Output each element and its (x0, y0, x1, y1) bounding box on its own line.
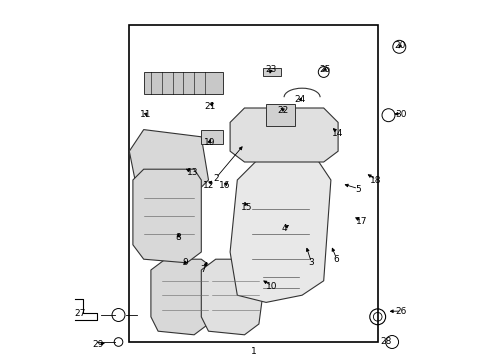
Text: 15: 15 (240, 202, 251, 212)
Text: 14: 14 (331, 129, 343, 138)
Polygon shape (133, 169, 201, 263)
Bar (265, 104, 294, 126)
Bar (262, 68, 280, 76)
Text: 16: 16 (219, 181, 230, 190)
Text: 26: 26 (395, 307, 406, 316)
Bar (201, 130, 223, 144)
Text: 7: 7 (200, 265, 205, 274)
Text: 27: 27 (74, 309, 85, 318)
Text: 12: 12 (203, 181, 214, 190)
Polygon shape (230, 108, 337, 162)
Text: 1: 1 (250, 346, 256, 356)
Text: 22: 22 (277, 106, 288, 115)
Text: 23: 23 (264, 66, 276, 75)
Text: 30: 30 (394, 110, 406, 119)
Text: 6: 6 (333, 255, 339, 264)
Text: 4: 4 (281, 224, 286, 233)
Text: 2: 2 (212, 174, 218, 183)
Bar (143, 72, 223, 94)
Text: 25: 25 (319, 66, 330, 75)
Text: 19: 19 (203, 138, 215, 147)
Text: 29: 29 (92, 340, 103, 349)
Polygon shape (151, 259, 215, 335)
Text: 28: 28 (379, 337, 390, 346)
Text: 8: 8 (175, 233, 181, 242)
Text: 13: 13 (186, 168, 198, 177)
Polygon shape (201, 259, 265, 335)
Text: 20: 20 (394, 41, 405, 50)
Text: 18: 18 (369, 176, 381, 185)
Text: 11: 11 (140, 110, 151, 119)
Text: 17: 17 (355, 217, 366, 226)
Text: 10: 10 (265, 282, 277, 291)
Text: 3: 3 (307, 258, 313, 267)
Polygon shape (230, 151, 330, 302)
Text: 24: 24 (294, 95, 305, 104)
Text: 9: 9 (182, 258, 187, 267)
Polygon shape (129, 130, 208, 194)
Text: 5: 5 (354, 185, 360, 194)
Text: 21: 21 (203, 102, 215, 111)
Bar (129, 25, 377, 342)
